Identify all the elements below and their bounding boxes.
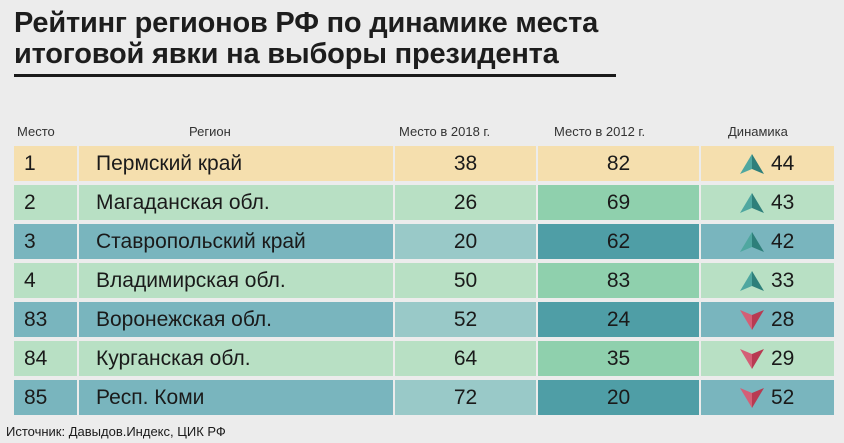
dynamics-cell: 28 — [701, 302, 834, 337]
trend-down-icon — [740, 309, 764, 330]
dynamics-value: 42 — [771, 230, 795, 253]
table-row: 1 Пермский край 38 82 44 — [14, 146, 834, 183]
rank-cell: 84 — [14, 341, 77, 376]
place-2018-cell: 26 — [395, 185, 536, 220]
trend-up-icon — [740, 153, 764, 174]
dynamics-cell: 29 — [701, 341, 834, 376]
place-2012-cell: 35 — [538, 341, 699, 376]
title-underline — [14, 74, 616, 77]
dynamics-value: 28 — [771, 308, 795, 331]
table-row: 85 Респ. Коми 72 20 52 — [14, 380, 834, 417]
dynamics-cell: 44 — [701, 146, 834, 181]
rank-cell: 3 — [14, 224, 77, 259]
trend-up-icon — [740, 270, 764, 291]
header-rank: Место — [17, 124, 55, 139]
dynamics-value: 43 — [771, 191, 795, 214]
place-2012-cell: 20 — [538, 380, 699, 415]
place-2012-cell: 69 — [538, 185, 699, 220]
table-row: 3 Ставропольский край 20 62 42 — [14, 224, 834, 261]
place-2018-cell: 64 — [395, 341, 536, 376]
trend-down-icon — [740, 387, 764, 408]
table-row: 2 Магаданская обл. 26 69 43 — [14, 185, 834, 222]
source-note: Источник: Давыдов.Индекс, ЦИК РФ — [6, 424, 226, 439]
dynamics-value: 44 — [771, 152, 795, 175]
region-cell: Воронежская обл. — [79, 302, 393, 337]
region-cell: Пермский край — [79, 146, 393, 181]
place-2012-cell: 24 — [538, 302, 699, 337]
place-2018-cell: 20 — [395, 224, 536, 259]
header-region: Регион — [189, 124, 231, 139]
rank-cell: 85 — [14, 380, 77, 415]
rank-cell: 1 — [14, 146, 77, 181]
trend-up-icon — [740, 231, 764, 252]
dynamics-cell: 42 — [701, 224, 834, 259]
place-2012-cell: 62 — [538, 224, 699, 259]
dynamics-value: 33 — [771, 269, 795, 292]
rank-cell: 83 — [14, 302, 77, 337]
header-place-2018: Место в 2018 г. — [399, 124, 491, 139]
place-2018-cell: 50 — [395, 263, 536, 298]
place-2012-cell: 83 — [538, 263, 699, 298]
header-place-2012: Место в 2012 г. — [554, 124, 646, 139]
dynamics-cell: 43 — [701, 185, 834, 220]
chart-title: Рейтинг регионов РФ по динамике места ит… — [14, 8, 598, 70]
place-2012-cell: 82 — [538, 146, 699, 181]
place-2018-cell: 38 — [395, 146, 536, 181]
rank-cell: 4 — [14, 263, 77, 298]
dynamics-value: 29 — [771, 347, 795, 370]
dynamics-cell: 52 — [701, 380, 834, 415]
trend-up-icon — [740, 192, 764, 213]
place-2018-cell: 72 — [395, 380, 536, 415]
table-row: 4 Владимирская обл. 50 83 33 — [14, 263, 834, 300]
table-row: 83 Воронежская обл. 52 24 28 — [14, 302, 834, 339]
region-cell: Владимирская обл. — [79, 263, 393, 298]
dynamics-cell: 33 — [701, 263, 834, 298]
rank-cell: 2 — [14, 185, 77, 220]
header-dynamics: Динамика — [728, 124, 788, 139]
place-2018-cell: 52 — [395, 302, 536, 337]
trend-down-icon — [740, 348, 764, 369]
table-row: 84 Курганская обл. 64 35 29 — [14, 341, 834, 378]
title-line-2: итоговой явки на выборы президента — [14, 38, 559, 70]
region-cell: Курганская обл. — [79, 341, 393, 376]
region-cell: Ставропольский край — [79, 224, 393, 259]
title-line-1: Рейтинг регионов РФ по динамике места — [14, 7, 599, 39]
region-cell: Магаданская обл. — [79, 185, 393, 220]
region-cell: Респ. Коми — [79, 380, 393, 415]
dynamics-value: 52 — [771, 386, 795, 409]
